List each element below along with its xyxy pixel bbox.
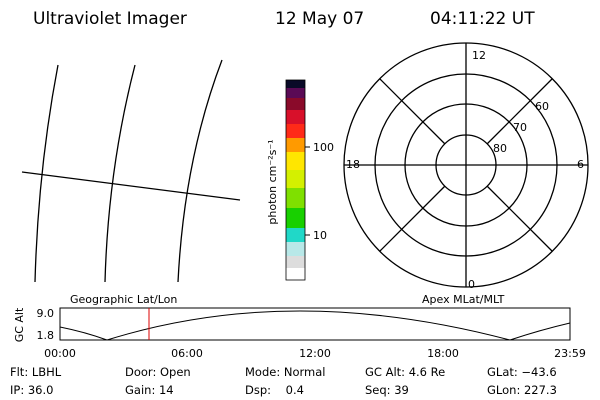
status-field: GLat: −43.6 [487,365,557,379]
mlat-label: 60 [535,100,549,113]
instrument: Ultraviolet Imager [33,9,187,29]
x-tick-label: 12:00 [299,347,331,360]
polar-grid [343,42,589,288]
geo-grid [21,59,241,283]
plot-title-left: Geographic Lat/Lon [70,293,177,306]
mlat-label: 70 [513,121,527,134]
status-field: Door: Open [125,365,191,379]
status-field: Flt: LBHL [10,365,62,379]
y-tick-label: 1.8 [37,329,55,342]
mlt-label: 12 [472,49,486,62]
x-tick-label: 00:00 [44,347,76,360]
status-field: GLon: 227.3 [487,383,557,397]
mlt-label: 6 [577,158,584,171]
y-axis-label: GC Alt [13,307,26,342]
status-panel: Flt: LBHL Door: Open Mode: Normal GC Alt: 4… [10,365,557,397]
colorbar-label: photon cm⁻²s⁻¹ [266,139,279,224]
colorbar [285,79,310,281]
time: 04:11:22 UT [430,9,535,29]
mlat-label: 80 [493,142,507,155]
x-tick-label: 06:00 [171,347,203,360]
mlt-label: 18 [346,158,360,171]
plot-title-right: Apex MLat/MLT [422,293,505,306]
date: 12 May 07 [275,9,364,29]
status-field: Gain: 14 [125,383,174,397]
status-field: IP: 36.0 [10,383,53,397]
status-field: Mode: Normal [245,365,325,379]
x-tick-label: 18:00 [427,347,459,360]
mlt-label: 0 [468,278,475,291]
orbit-plot [59,307,571,341]
status-field: Seq: 39 [365,383,409,397]
colorbar-tick: 10 [313,229,327,242]
status-field: GC Alt: 4.6 Re [365,365,445,379]
status-field: Dsp: 0.4 [245,383,304,397]
y-tick-label: 9.0 [37,307,55,320]
x-tick-label: 23:59 [554,347,586,360]
colorbar-tick: 100 [313,141,334,154]
